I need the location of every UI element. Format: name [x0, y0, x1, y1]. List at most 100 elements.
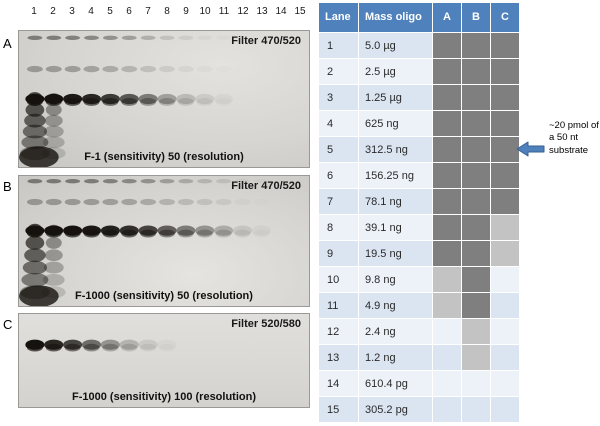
lane-cell: 15	[318, 396, 359, 423]
lane-number: 6	[126, 6, 132, 17]
detection-cell-c	[490, 162, 520, 189]
header-mass-oligo: Mass oligo	[358, 2, 433, 33]
mass-cell: 1.2 ng	[358, 344, 433, 371]
detection-cell-b	[461, 214, 491, 241]
lane-number: 11	[218, 6, 230, 17]
lane-number: 7	[145, 6, 151, 17]
detection-cell-a	[432, 58, 462, 85]
table-row: 8 39.1 ng	[318, 214, 520, 241]
lane-cell: 7	[318, 188, 359, 215]
detection-cell-b	[461, 396, 491, 423]
settings-label: F-1 (sensitivity) 50 (resolution)	[84, 151, 244, 163]
mass-cell: 19.5 ng	[358, 240, 433, 267]
table-row: 2 2.5 µg	[318, 58, 520, 85]
detection-cell-c	[490, 292, 520, 319]
detection-cell-b	[461, 84, 491, 111]
mass-cell: 305.2 pg	[358, 396, 433, 423]
detection-cell-a	[432, 110, 462, 137]
lane-number: 10	[199, 6, 211, 17]
results-table: Lane Mass oligo A B C 1 5.0 µg 2 2.5 µg 3 1.2…	[318, 2, 520, 423]
lane-number: 9	[183, 6, 189, 17]
filter-label: Filter 470/520	[231, 180, 301, 192]
lane-cell: 6	[318, 162, 359, 189]
detection-cell-c	[490, 188, 520, 215]
detection-cell-a	[432, 318, 462, 345]
table-row: 13 1.2 ng	[318, 344, 520, 371]
mass-cell: 9.8 ng	[358, 266, 433, 293]
detection-cell-a	[432, 396, 462, 423]
detection-cell-b	[461, 58, 491, 85]
detection-cell-c	[490, 318, 520, 345]
gel-image	[19, 179, 271, 306]
panel-label-a: A	[3, 36, 12, 51]
detection-cell-c	[490, 84, 520, 111]
table-row: 14 610.4 pg	[318, 370, 520, 397]
mass-cell: 625 ng	[358, 110, 433, 137]
table-row: 3 1.25 µg	[318, 84, 520, 111]
lane-number: 13	[256, 6, 268, 17]
gel-panel: Filter 470/520 F-1000 (sensitivity) 50 (…	[18, 175, 310, 307]
lane-cell: 9	[318, 240, 359, 267]
mass-cell: 312.5 ng	[358, 136, 433, 163]
detection-cell-c	[490, 396, 520, 423]
header-lane: Lane	[318, 2, 359, 33]
gel-image	[25, 339, 158, 352]
detection-cell-b	[461, 110, 491, 137]
lane-number: 3	[69, 6, 75, 17]
detection-cell-a	[432, 84, 462, 111]
detection-cell-b	[461, 344, 491, 371]
detection-cell-a	[432, 32, 462, 59]
panel-label-c: C	[3, 317, 13, 332]
lane-number: 14	[275, 6, 287, 17]
table-row: 5 312.5 ng	[318, 136, 520, 163]
detection-cell-c	[490, 240, 520, 267]
table-row: 12 2.4 ng	[318, 318, 520, 345]
lane-cell: 11	[318, 292, 359, 319]
header-c: C	[490, 2, 520, 33]
detection-cell-c	[490, 32, 520, 59]
detection-cell-b	[461, 370, 491, 397]
table-header-row: Lane Mass oligo A B C	[318, 2, 520, 33]
lane-cell: 8	[318, 214, 359, 241]
filter-label: Filter 470/520	[231, 35, 301, 47]
detection-cell-c	[490, 344, 520, 371]
lane-cell: 13	[318, 344, 359, 371]
gel-panel: Filter 470/520 F-1 (sensitivity) 50 (res…	[18, 30, 310, 168]
detection-cell-c	[490, 370, 520, 397]
detection-cell-b	[461, 188, 491, 215]
settings-label: F-1000 (sensitivity) 100 (resolution)	[72, 391, 256, 403]
lane-cell: 3	[318, 84, 359, 111]
mass-cell: 156.25 ng	[358, 162, 433, 189]
detection-cell-a	[432, 370, 462, 397]
detection-cell-b	[461, 266, 491, 293]
table-row: 4 625 ng	[318, 110, 520, 137]
gel-image	[19, 35, 234, 167]
lane-number: 4	[88, 6, 94, 17]
detection-cell-a	[432, 214, 462, 241]
table-row: 10 9.8 ng	[318, 266, 520, 293]
lane-cell: 10	[318, 266, 359, 293]
detection-cell-b	[461, 318, 491, 345]
detection-cell-b	[461, 136, 491, 163]
lane-cell: 12	[318, 318, 359, 345]
mass-cell: 610.4 pg	[358, 370, 433, 397]
detection-cell-c	[490, 136, 520, 163]
detection-cell-b	[461, 240, 491, 267]
detection-cell-a	[432, 240, 462, 267]
table-row: 6 156.25 ng	[318, 162, 520, 189]
lane-cell: 1	[318, 32, 359, 59]
detection-cell-c	[490, 214, 520, 241]
detection-cell-a	[432, 162, 462, 189]
lane-number: 8	[164, 6, 170, 17]
detection-cell-a	[432, 344, 462, 371]
lane-number: 1	[31, 6, 37, 17]
table-row: 7 78.1 ng	[318, 188, 520, 215]
gel-panel: Filter 520/580 F-1000 (sensitivity) 100 …	[18, 313, 310, 408]
mass-cell: 4.9 ng	[358, 292, 433, 319]
detection-cell-a	[432, 188, 462, 215]
mass-cell: 78.1 ng	[358, 188, 433, 215]
mass-cell: 2.5 µg	[358, 58, 433, 85]
lane-cell: 2	[318, 58, 359, 85]
mass-cell: 1.25 µg	[358, 84, 433, 111]
